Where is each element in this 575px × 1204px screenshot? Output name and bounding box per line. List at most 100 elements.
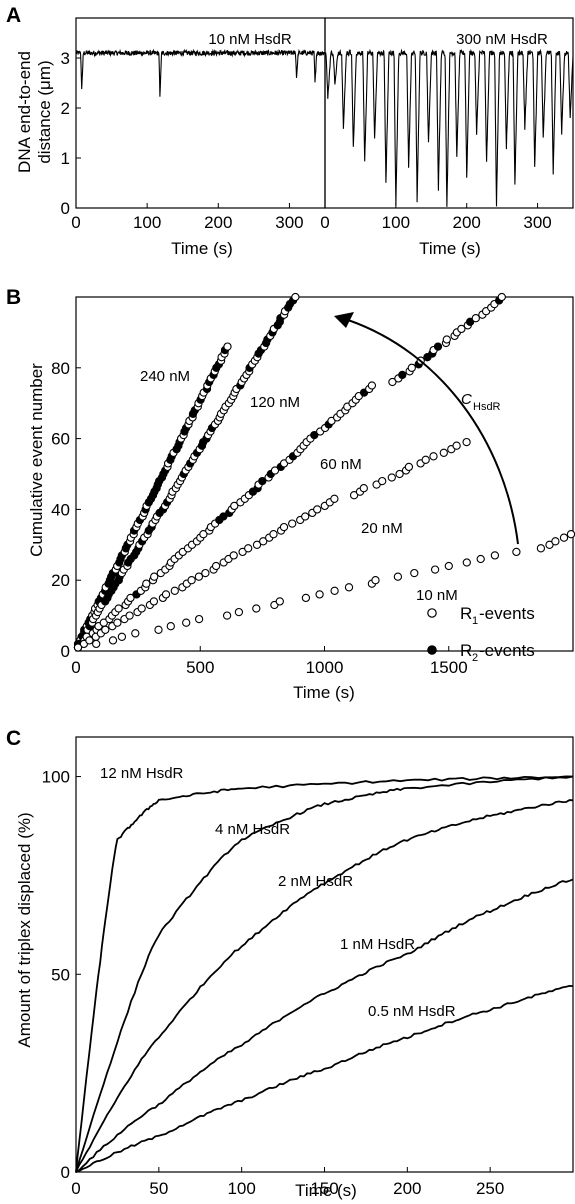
r1-event-point [301, 593, 311, 603]
kinetic-curve [75, 984, 574, 1173]
r1-event-point [439, 448, 448, 457]
r1-event-point [269, 530, 278, 539]
r1-event-point [313, 505, 322, 514]
y-tick-label: 50 [51, 965, 70, 984]
x-tick-label: 50 [149, 1179, 168, 1198]
r1-event-point [371, 576, 380, 585]
r2-event-point [398, 370, 407, 380]
series-label: 240 nM [140, 368, 190, 385]
r1-event-point [199, 530, 208, 539]
series-label: 120 nM [250, 394, 300, 411]
panel-b-ylabel: Cumulative event number [27, 363, 46, 557]
r1-event-point [114, 604, 123, 613]
r1-event-point [476, 554, 485, 564]
r1-event-point [404, 462, 414, 472]
curve-label: 1 nM HsdR [340, 936, 415, 953]
r1-event-point [222, 611, 232, 620]
panel-a-left-title: 10 nM HsdR [208, 31, 292, 48]
r1-event-point [288, 519, 297, 528]
r1-event-point [187, 576, 196, 585]
r1-event-point [230, 501, 239, 511]
r2-event-point [219, 512, 228, 521]
r1-event-point [393, 572, 403, 581]
r1-event-point [92, 639, 101, 649]
legend-r1-sub: 1 [472, 615, 478, 627]
curve-label: 12 nM HsdR [100, 765, 184, 782]
r1-event-point [244, 544, 253, 553]
legend-r2-sub: 2 [472, 652, 478, 664]
legend-r1-main: R [460, 604, 472, 623]
r1-event-point [344, 583, 354, 592]
x-tick-label: 200 [453, 213, 481, 232]
panel-b-frame [75, 296, 574, 652]
r1-event-point [223, 342, 232, 351]
y-tick-label: 20 [51, 571, 70, 590]
x-tick-label: 200 [204, 213, 232, 232]
x-tick-label: 500 [186, 658, 214, 677]
curve-label: 0.5 nM HsdR [368, 1003, 456, 1020]
r1-event-point [395, 469, 404, 479]
panel-a-label: A [6, 4, 21, 27]
y-tick-label: 100 [42, 768, 70, 787]
x-tick-label: 1000 [306, 658, 344, 677]
y-tick-label: 0 [61, 642, 70, 661]
r1-event-point [367, 381, 377, 390]
r1-event-point [471, 314, 480, 323]
r1-event-point [137, 604, 146, 613]
legend-marker-r1 [427, 608, 437, 618]
r1-event-point [259, 537, 268, 546]
series-label: 20 nM [361, 520, 403, 537]
r1-event-point [117, 632, 127, 641]
r1-event-point [349, 491, 359, 500]
panel-a: A DNA end-to-end distance (μm) Time (s) … [6, 4, 574, 258]
r2-event-point [465, 317, 475, 326]
r1-event-point [252, 604, 261, 613]
legend-r2-tail: -events [479, 641, 535, 660]
x-tick-label: 300 [275, 213, 303, 232]
r1-event-point [149, 597, 159, 606]
y-tick-label: 1 [61, 149, 70, 168]
arrow-label-sub: HsdR [473, 401, 501, 413]
r1-event-point [211, 561, 221, 571]
r2-event-point [258, 476, 267, 486]
r1-event-point [462, 437, 471, 447]
panel-b: B Cumulative event number Time (s) 0 500 1… [6, 286, 575, 702]
r1-event-point [442, 335, 451, 344]
x-tick-label: 0 [71, 1179, 80, 1198]
x-tick-label: 0 [71, 658, 80, 677]
y-tick-label: 0 [61, 1163, 70, 1182]
r1-event-point [359, 484, 368, 493]
r1-event-point [497, 292, 506, 302]
r1-event-point [291, 292, 300, 302]
r1-event-point [142, 579, 151, 588]
r1-event-point [194, 572, 204, 581]
concentration-arrow-head [334, 312, 354, 328]
r1-event-point [452, 441, 461, 450]
panel-b-plot: 0 500 1000 1500 0 20 40 60 80 240 nM 120 nM 60 nM 20… [51, 292, 575, 677]
r1-event-point [161, 590, 171, 599]
x-tick-label: 1500 [430, 658, 468, 677]
r1-event-point [462, 558, 471, 567]
r1-event-point [101, 625, 110, 634]
r1-event-point [182, 618, 191, 627]
panel-a-right-frame [324, 17, 574, 209]
curve-label: 4 nM HsdR [215, 821, 290, 838]
kinetic-curve [75, 775, 574, 1174]
r2-event-point [310, 430, 319, 440]
arrow-label-main: C [461, 391, 472, 408]
panel-a-right-title: 300 nM HsdR [456, 31, 548, 48]
y-tick-label: 2 [61, 99, 70, 118]
x-tick-label: 150 [310, 1179, 338, 1198]
r1-event-point [410, 568, 419, 578]
r1-event-point [126, 593, 135, 603]
r1-event-point [559, 533, 569, 542]
y-tick-label: 0 [61, 199, 70, 218]
r1-event-point [113, 618, 122, 627]
r1-event-point [108, 636, 118, 645]
y-tick-label: 3 [61, 49, 70, 68]
r1-event-point [85, 636, 94, 645]
r1-event-point [125, 611, 134, 620]
r1-event-point [279, 522, 289, 532]
r1-event-point [536, 544, 546, 553]
